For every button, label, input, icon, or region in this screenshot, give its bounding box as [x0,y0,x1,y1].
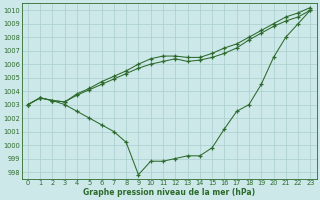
X-axis label: Graphe pression niveau de la mer (hPa): Graphe pression niveau de la mer (hPa) [83,188,255,197]
